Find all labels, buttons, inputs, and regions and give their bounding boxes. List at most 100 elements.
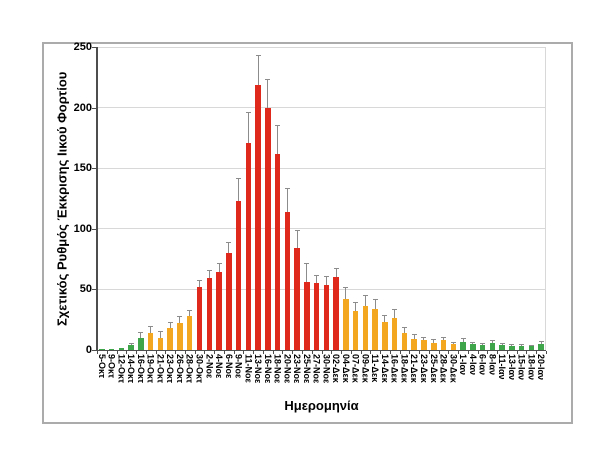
bar — [216, 272, 222, 350]
x-category-label: 27-Νοε — [311, 354, 322, 384]
error-bar — [159, 330, 161, 338]
error-bar — [179, 316, 181, 324]
x-category-label: 18-Ιαν — [526, 354, 537, 381]
x-tick-mark — [409, 351, 411, 354]
y-tick-mark — [92, 228, 97, 230]
bar — [489, 342, 496, 350]
bar — [421, 340, 427, 350]
x-category-label: 25-Δεκ — [428, 354, 439, 383]
error-bar — [482, 342, 484, 346]
x-category-label: 28-Δεκ — [438, 354, 449, 383]
error-bar-cap — [304, 262, 310, 264]
error-bar-cap — [431, 339, 437, 341]
error-bar-cap — [265, 78, 271, 80]
x-tick-mark — [184, 351, 186, 354]
bar — [460, 341, 466, 350]
error-bar-cap — [275, 124, 281, 126]
bar — [391, 318, 398, 350]
error-bar-cap — [343, 286, 349, 288]
x-tick-mark — [253, 351, 255, 354]
x-tick-mark — [282, 351, 284, 354]
error-bar — [384, 314, 386, 323]
x-category-label: 20-Νοε — [282, 354, 293, 384]
error-bar-cap — [226, 242, 232, 244]
x-category-label: 6-Ιαν — [477, 354, 488, 376]
error-bar — [316, 274, 318, 284]
bar — [343, 299, 349, 350]
error-bar-cap — [450, 341, 456, 343]
x-category-label: 6-Νοε — [223, 354, 234, 379]
gridline — [97, 288, 546, 290]
x-category-label: 19-Οκτ — [145, 354, 156, 384]
error-bar — [501, 342, 503, 346]
y-tick-label: 100 — [73, 222, 92, 235]
error-bar-cap — [480, 342, 486, 344]
bar — [118, 348, 125, 350]
error-bar-cap — [255, 55, 261, 57]
error-bar — [403, 326, 405, 334]
bar — [196, 286, 203, 350]
bar — [431, 342, 437, 350]
bar — [538, 343, 544, 350]
error-bar-cap — [167, 322, 173, 324]
error-bar-cap — [206, 270, 212, 271]
error-bar-cap — [138, 331, 144, 333]
plot-area — [97, 46, 546, 350]
x-tick-mark — [262, 351, 264, 354]
error-bar-cap — [333, 267, 339, 269]
error-bar — [452, 341, 454, 344]
chart-frame — [42, 42, 573, 424]
y-tick-mark — [92, 350, 97, 351]
bar — [518, 345, 525, 350]
x-axis-line — [96, 349, 546, 352]
y-tick-label: 50 — [79, 283, 92, 296]
x-tick-mark — [341, 351, 343, 354]
error-bar — [443, 336, 444, 341]
error-bar-cap — [245, 112, 251, 114]
error-bar — [335, 267, 337, 278]
bar — [167, 328, 173, 350]
error-bar — [208, 270, 210, 279]
x-category-label: 14-Οκτ — [126, 354, 137, 384]
x-category-label: 16-Δεκ — [389, 354, 400, 383]
error-bar-cap — [528, 344, 534, 346]
error-bar — [394, 308, 396, 319]
x-tick-mark — [477, 351, 479, 354]
error-bar — [364, 295, 366, 307]
y-tick-label: 200 — [73, 101, 92, 114]
error-bar-cap — [284, 187, 290, 189]
x-category-label: 4-Ιαν — [467, 354, 478, 376]
x-category-label: 18-Νοε — [272, 354, 283, 384]
x-tick-mark — [546, 351, 547, 354]
x-category-label: 04-Δεκ — [340, 354, 351, 383]
error-bar — [247, 112, 249, 143]
x-category-label: 14-Δεκ — [379, 354, 390, 383]
x-tick-mark — [223, 351, 225, 354]
bar — [333, 277, 339, 350]
error-bar-cap — [353, 301, 359, 303]
x-category-label: 16-Οκτ — [135, 354, 146, 384]
error-bar-cap — [362, 295, 368, 297]
bar — [284, 211, 291, 350]
x-tick-mark — [243, 351, 245, 354]
error-bar-cap — [509, 343, 515, 345]
x-tick-mark — [106, 351, 108, 354]
x-category-label: 16-Νοε — [262, 354, 273, 384]
error-bar — [296, 230, 298, 249]
gridline — [97, 167, 546, 169]
y-tick-mark — [92, 168, 97, 170]
x-tick-mark — [458, 351, 460, 354]
x-tick-mark — [311, 351, 313, 354]
error-bar-cap — [323, 276, 329, 278]
bar — [128, 345, 134, 350]
y-axis-line — [96, 47, 98, 350]
x-tick-mark — [380, 351, 382, 354]
error-bar — [306, 262, 308, 283]
bar — [440, 340, 447, 350]
error-bar-cap — [499, 342, 505, 344]
x-tick-mark — [155, 351, 157, 354]
error-bar — [189, 310, 191, 317]
x-tick-mark — [350, 351, 352, 354]
x-category-label: 25-Νοε — [301, 354, 312, 384]
error-bar — [423, 336, 425, 341]
